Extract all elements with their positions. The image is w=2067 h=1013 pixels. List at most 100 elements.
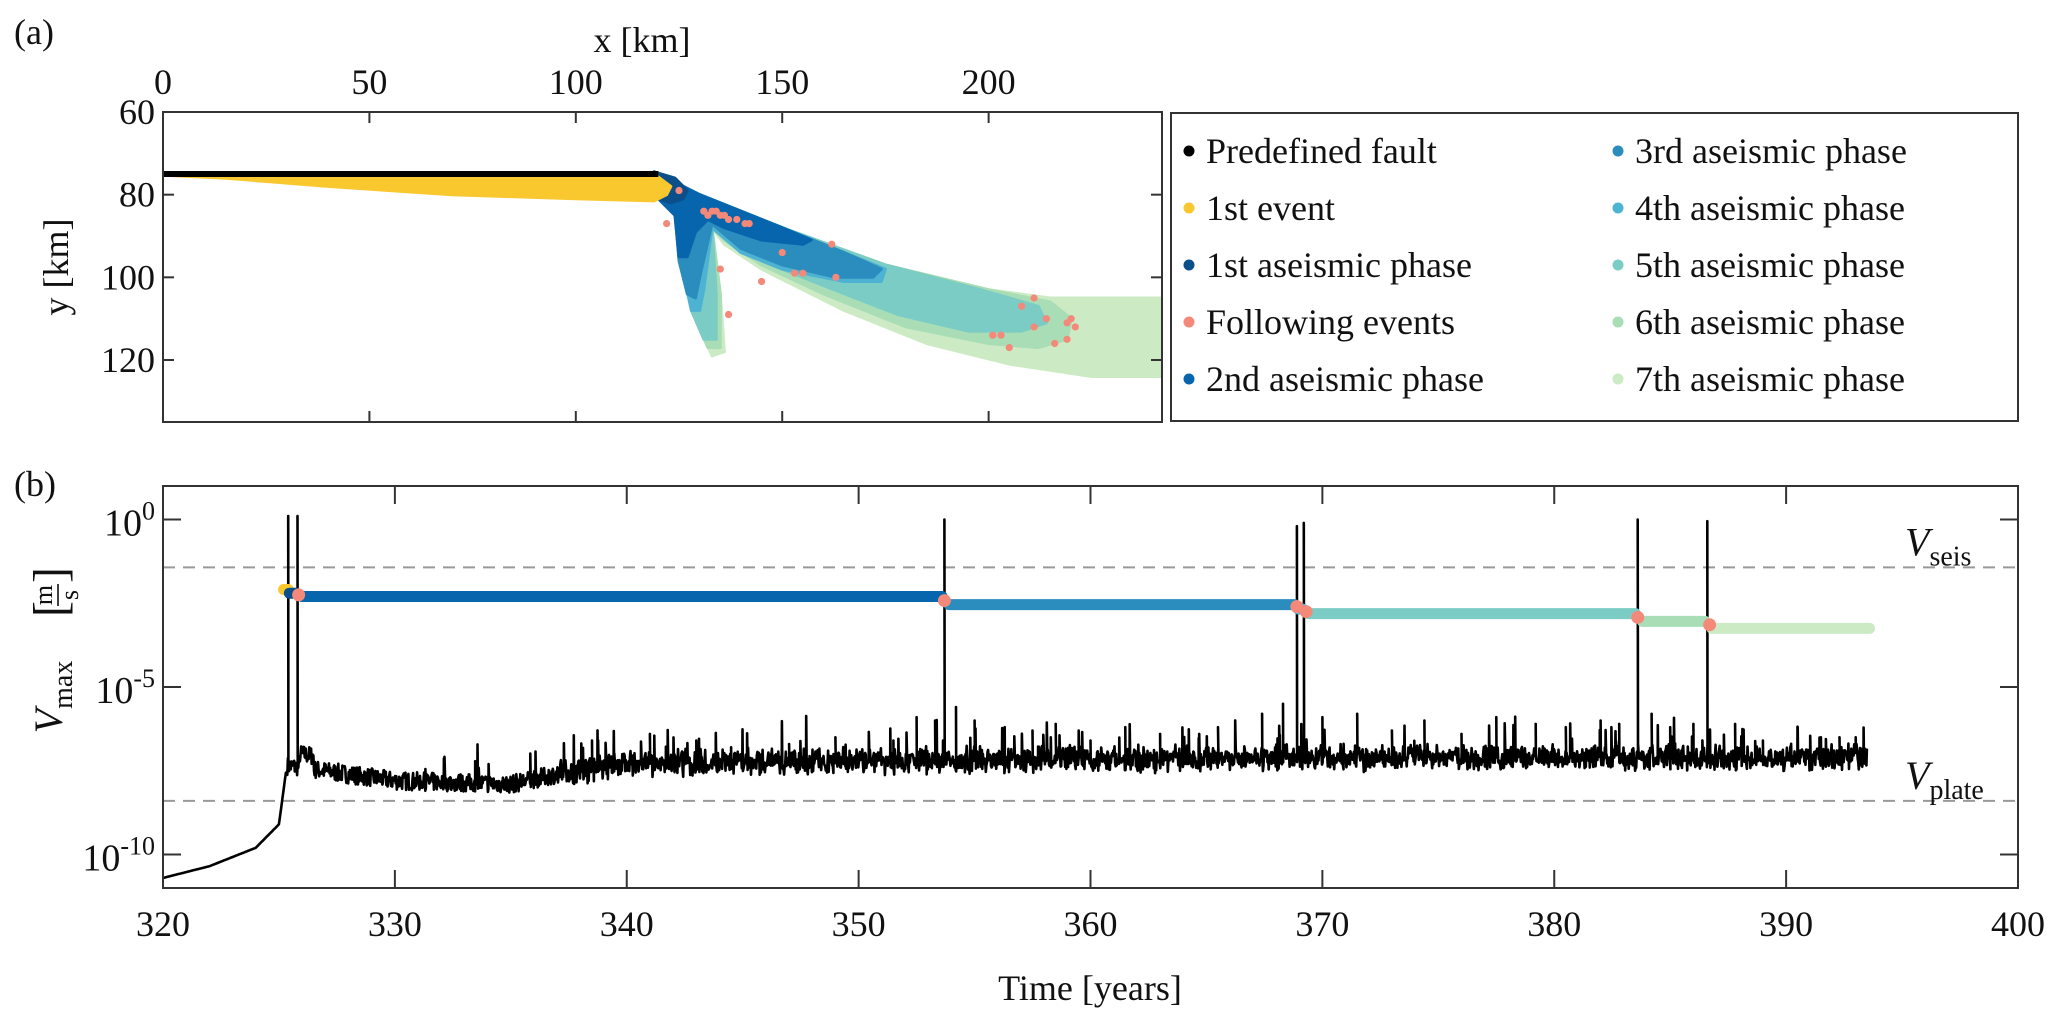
- x-tick-label: 200: [962, 62, 1016, 102]
- x-tick-label: 340: [600, 904, 654, 944]
- legend-label: 1st event: [1206, 188, 1335, 228]
- panel-b: (b) Vseis Vplate 320 330 340 350 360 370 380 390…: [14, 464, 2045, 1008]
- legend-item: 4th aseismic phase: [1612, 188, 1905, 228]
- following-event-point: [724, 310, 733, 319]
- x-tick-label: 0: [154, 62, 172, 102]
- following-event-point: [1063, 319, 1071, 327]
- following-event-point: [799, 269, 807, 277]
- panel-a: (a) x [km] y [km] 0 50 100 150 200 60 80 100 120: [14, 12, 1163, 423]
- panel-a-xlabel: x [km]: [594, 20, 691, 60]
- x-tick-label: 350: [832, 904, 886, 944]
- legend-marker-icon: [1183, 373, 1195, 385]
- vmax-line: [163, 514, 1869, 880]
- following-event-point: [1030, 294, 1038, 302]
- legend-label: 4th aseismic phase: [1635, 188, 1905, 228]
- panel-a-axes: 0 50 100 150 200 60 80 100 120: [101, 62, 1162, 422]
- legend-label: 5th aseismic phase: [1635, 245, 1905, 285]
- legend-item: 6th aseismic phase: [1612, 302, 1905, 342]
- legend-marker-icon: [1183, 202, 1195, 214]
- legend-label: 2nd aseismic phase: [1206, 359, 1484, 399]
- legend-label: 1st aseismic phase: [1206, 245, 1472, 285]
- legend-label: 3rd aseismic phase: [1635, 131, 1907, 171]
- x-tick-label: 370: [1295, 904, 1349, 944]
- x-tick-label: 320: [136, 904, 190, 944]
- x-tick-label: 330: [368, 904, 422, 944]
- following-event-marker: [1631, 610, 1645, 624]
- legend-label: 7th aseismic phase: [1635, 359, 1905, 399]
- legend-item: 1st aseismic phase: [1183, 245, 1472, 285]
- legend-item: Following events: [1183, 302, 1455, 342]
- ylabel-unit-num: m: [29, 585, 58, 605]
- following-event-marker: [292, 588, 306, 602]
- following-event-point: [1071, 323, 1079, 331]
- legend-item: 5th aseismic phase: [1612, 245, 1905, 285]
- legend-item: 3rd aseismic phase: [1612, 131, 1907, 171]
- ylabel-bracket: ]: [24, 567, 77, 583]
- panel-b-ylabel: Vmax [ms]: [24, 567, 84, 733]
- following-event-marker: [937, 594, 951, 608]
- following-event-marker: [1299, 605, 1313, 619]
- following-event-point: [1063, 335, 1071, 343]
- legend-marker-icon: [1612, 145, 1624, 157]
- legend-item: Predefined fault: [1183, 131, 1437, 171]
- following-event-point: [1051, 339, 1059, 348]
- legend-item: 7th aseismic phase: [1612, 359, 1905, 399]
- x-tick-label: 380: [1527, 904, 1581, 944]
- following-event-point: [790, 269, 799, 277]
- following-event-point: [1018, 302, 1026, 310]
- ref-label: Vplate: [1905, 753, 1984, 806]
- following-event-point: [832, 273, 840, 281]
- reference-lines: Vseis Vplate: [163, 519, 2018, 806]
- panel-a-frame: [162, 111, 1163, 423]
- ylabel-bracket: [: [24, 601, 77, 617]
- legend-item: 1st event: [1183, 188, 1335, 228]
- panel-b-xlabel: Time [years]: [998, 968, 1182, 1008]
- phase-bars: [278, 584, 1876, 634]
- following-event-point: [675, 186, 683, 195]
- following-event-point: [745, 220, 753, 228]
- following-event-point: [828, 240, 836, 248]
- y-tick-label: 120: [101, 340, 155, 380]
- ylabel-unit-den: s: [55, 590, 84, 600]
- legend-marker-icon: [1612, 316, 1624, 328]
- following-event-point: [663, 220, 671, 228]
- ylabel-text: Vmax: [26, 661, 79, 734]
- legend-label: Following events: [1206, 302, 1455, 342]
- event-markers: [292, 588, 1717, 632]
- legend-label: Predefined fault: [1206, 131, 1437, 171]
- panel-a-label: (a): [14, 12, 54, 52]
- legend: Predefined fault 1st event 1st aseismic ph…: [1170, 112, 2019, 422]
- legend-frame: [1170, 112, 2019, 422]
- y-tick-label: 80: [119, 175, 155, 215]
- x-tick-label: 360: [1064, 904, 1118, 944]
- legend-marker-icon: [1183, 316, 1195, 328]
- following-event-point: [778, 248, 786, 257]
- following-events-points: [663, 186, 1079, 352]
- legend-marker-icon: [1183, 259, 1195, 271]
- x-tick-label: 390: [1759, 904, 1813, 944]
- legend-marker-icon: [1612, 259, 1624, 271]
- panel-a-ylabel: y [km]: [36, 219, 76, 316]
- legend-marker-icon: [1612, 373, 1624, 385]
- x-tick-label: 150: [755, 62, 809, 102]
- following-event-point: [997, 331, 1005, 339]
- ref-label: Vseis: [1905, 519, 1971, 572]
- x-tick-label: 50: [351, 62, 387, 102]
- y-tick-label: 10-10: [82, 832, 155, 880]
- y-tick-label: 100: [104, 497, 155, 545]
- legend-item: 2nd aseismic phase: [1183, 359, 1484, 399]
- y-tick-label: 100: [101, 257, 155, 297]
- following-event-point: [733, 215, 741, 224]
- following-event-point: [1005, 344, 1013, 352]
- following-event-point: [1030, 323, 1038, 331]
- x-tick-label: 400: [1991, 904, 2045, 944]
- x-tick-label: 100: [549, 62, 603, 102]
- legend-label: 6th aseismic phase: [1635, 302, 1905, 342]
- region-1st-event: [163, 172, 673, 203]
- following-event-point: [1042, 315, 1051, 323]
- following-event-marker: [1703, 618, 1717, 632]
- region-2nd-aseismic-phase: [652, 170, 813, 259]
- y-tick-label: 10-5: [95, 664, 155, 712]
- legend-marker-icon: [1612, 202, 1624, 214]
